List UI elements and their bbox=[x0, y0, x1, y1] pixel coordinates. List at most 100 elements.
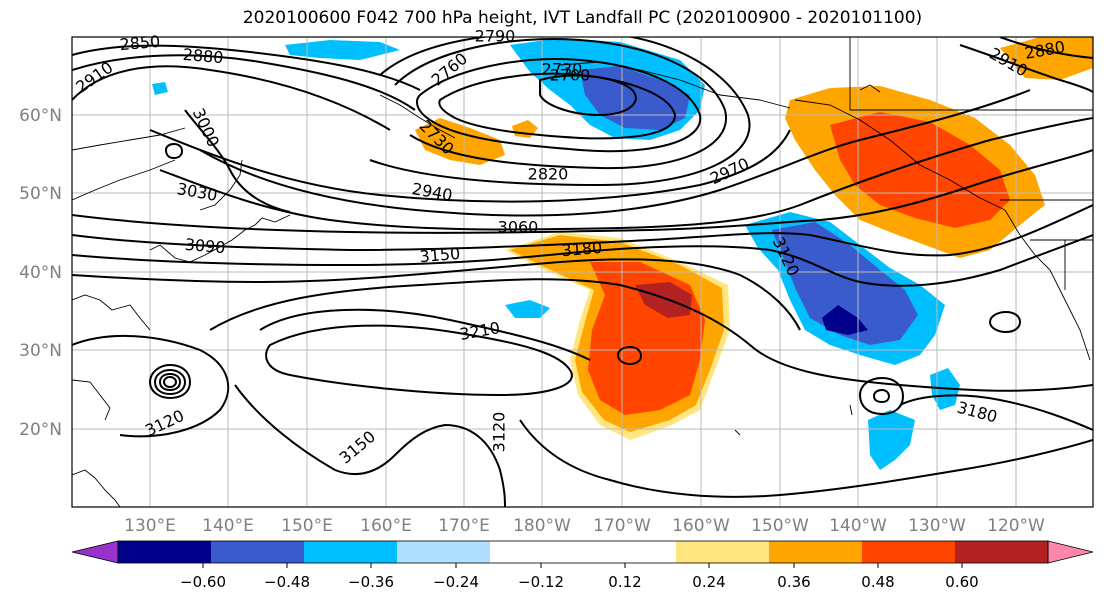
contour-label: 3060 bbox=[498, 218, 539, 237]
colorbar-segment bbox=[583, 541, 677, 563]
latitude-label: 30°N bbox=[19, 341, 62, 361]
shade-navy-east bbox=[822, 305, 868, 335]
contour-3120-low bbox=[72, 334, 230, 438]
contour-label: 2880 bbox=[182, 45, 224, 67]
shade-darkred-central bbox=[635, 282, 692, 318]
contour-label: 3180 bbox=[561, 238, 603, 260]
colorbar-segment bbox=[862, 541, 956, 563]
longitude-labels: 130°E 140°E 150°E 160°E 170°E 180°W 170°W 160°W… bbox=[124, 516, 1045, 536]
contour-label: 3120 bbox=[490, 412, 509, 453]
latitude-label: 50°N bbox=[19, 184, 62, 204]
longitude-label: 180°W bbox=[513, 516, 571, 536]
colorbar-outline bbox=[117, 540, 1049, 564]
contour-label: 3150 bbox=[336, 427, 379, 468]
shade-orange-small bbox=[415, 118, 505, 165]
longitude-label: 140°E bbox=[202, 516, 254, 536]
colorbar-tick-label: 0.24 bbox=[692, 573, 725, 591]
colorbar-segment bbox=[397, 541, 491, 563]
contour-2880 bbox=[72, 54, 416, 111]
contour-3120-a bbox=[72, 234, 1093, 287]
latitude-label: 40°N bbox=[19, 263, 62, 283]
contour-label: 3090 bbox=[184, 235, 226, 257]
colorbar-tick-label: −0.36 bbox=[348, 573, 394, 591]
contour-3060 bbox=[72, 149, 1093, 234]
colorbar-tick-label: −0.24 bbox=[433, 573, 479, 591]
contour-typhoon-3 bbox=[158, 372, 182, 392]
colorbar-tick-label: −0.48 bbox=[264, 573, 310, 591]
longitude-label: 150°W bbox=[751, 516, 809, 536]
contour-label: 2970 bbox=[707, 154, 752, 188]
contour-2940 bbox=[149, 129, 791, 203]
colorbar-segment bbox=[490, 541, 584, 563]
shade-orange-corner bbox=[1000, 37, 1093, 80]
colorbar-segment bbox=[676, 541, 770, 563]
colorbar-tick-label: 0.60 bbox=[945, 573, 978, 591]
contour-3180-se bbox=[899, 394, 1093, 431]
contour-2850 bbox=[72, 44, 421, 91]
contour-3210-inner bbox=[265, 324, 573, 397]
longitude-label: 160°E bbox=[360, 516, 412, 536]
latitude-label: 60°N bbox=[19, 106, 62, 126]
contour-3000 bbox=[184, 109, 291, 213]
contour-3030 bbox=[159, 117, 1093, 231]
contour-typhoon-1 bbox=[148, 363, 192, 400]
contour-label: 3180 bbox=[955, 398, 999, 427]
contour-3150-low bbox=[234, 384, 506, 507]
contour-2970 bbox=[199, 89, 1031, 217]
colorbar-tick-label: −0.60 bbox=[180, 573, 226, 591]
height-contours bbox=[72, 37, 1093, 507]
latitude-labels: 60°N 50°N 40°N 30°N 20°N bbox=[19, 106, 62, 440]
contour-2820 bbox=[369, 37, 751, 187]
contour-2730 bbox=[438, 72, 677, 140]
contour-3150 bbox=[72, 258, 801, 331]
colorbar-segment bbox=[769, 541, 863, 563]
colorbar-tick-label: −0.12 bbox=[518, 573, 564, 591]
shade-cyan-mid bbox=[505, 300, 550, 318]
contour-ne-2880 bbox=[999, 37, 1093, 59]
contour-label: 2790 bbox=[475, 27, 516, 46]
longitude-label: 150°E bbox=[281, 516, 333, 536]
contour-small-1 bbox=[164, 142, 184, 160]
contour-label: 2850 bbox=[119, 32, 161, 54]
contour-2790 bbox=[394, 38, 728, 170]
shade-cyan-nw bbox=[285, 40, 400, 60]
contour-3180 bbox=[209, 278, 1093, 392]
map-frame bbox=[71, 36, 1094, 508]
colorbar-tick-label: 0.12 bbox=[608, 573, 641, 591]
contour-3210 bbox=[259, 308, 591, 361]
longitude-label: 170°E bbox=[438, 516, 490, 536]
colorbar-tick-label: 0.36 bbox=[777, 573, 810, 591]
contour-ne-2910 bbox=[959, 44, 1093, 93]
colorbar: −0.60 −0.48 −0.36 −0.24 −0.12 0.12 0.24 0.36 0.4… bbox=[71, 540, 1094, 591]
colorbar-segment bbox=[304, 541, 398, 563]
contour-low-se bbox=[858, 376, 905, 416]
contour-2910 bbox=[72, 65, 391, 131]
longitude-label: 120°W bbox=[987, 516, 1045, 536]
contour-low-se-inner bbox=[872, 388, 891, 404]
longitude-label: 140°W bbox=[829, 516, 887, 536]
shade-cyan-se2 bbox=[868, 410, 915, 470]
contour-typhoon-4 bbox=[162, 375, 178, 389]
longitude-label: 160°W bbox=[672, 516, 730, 536]
contour-small-2 bbox=[616, 345, 643, 366]
latitude-label: 20°N bbox=[19, 420, 62, 440]
contour-label: 2820 bbox=[528, 165, 569, 184]
longitude-label: 130°W bbox=[908, 516, 966, 536]
contour-2760 bbox=[416, 58, 702, 153]
shade-red-ne bbox=[830, 112, 1010, 228]
longitude-label: 170°W bbox=[593, 516, 651, 536]
contour-label: 3150 bbox=[419, 244, 461, 266]
colorbar-tick-label: 0.48 bbox=[861, 573, 894, 591]
contour-label: 2700 bbox=[550, 66, 591, 85]
contour-3120-b bbox=[519, 419, 1093, 498]
contour-label: 3000 bbox=[189, 105, 223, 150]
colorbar-extend-high bbox=[1047, 540, 1094, 564]
contour-label: 2730 bbox=[542, 60, 583, 79]
longitude-label: 130°E bbox=[124, 516, 176, 536]
contour-3090 bbox=[72, 204, 1093, 257]
colorbar-segment bbox=[955, 541, 1049, 563]
contour-label: 3030 bbox=[175, 179, 218, 205]
contour-typhoon-2 bbox=[153, 368, 187, 396]
contour-2700 bbox=[539, 74, 637, 117]
